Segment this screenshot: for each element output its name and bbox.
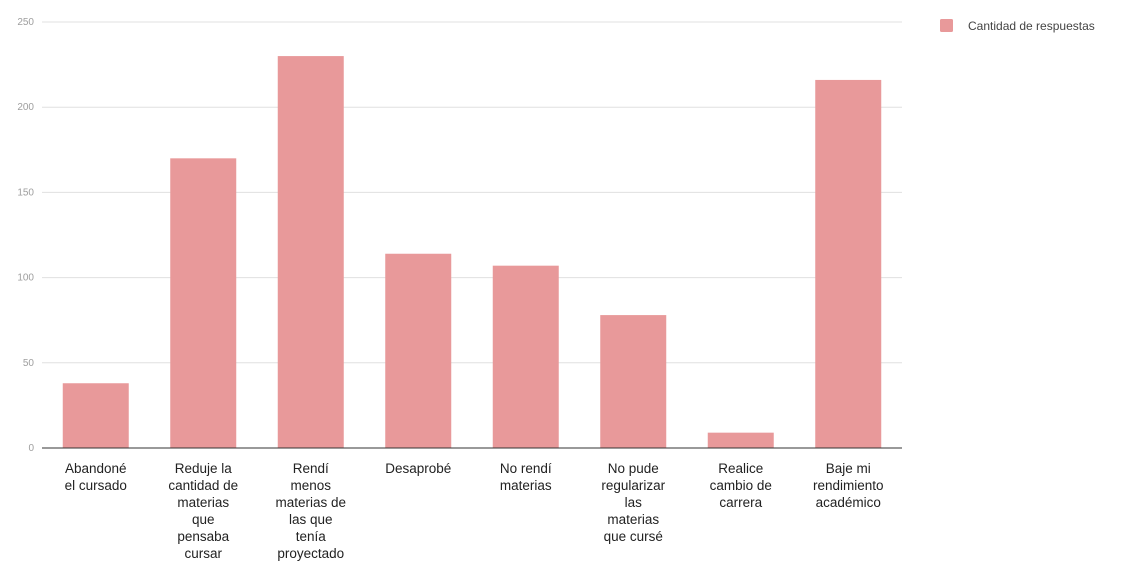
x-tick-label-line: que — [192, 512, 215, 527]
x-tick-label-line: materias — [177, 495, 229, 510]
x-tick-label-line: cursar — [184, 546, 222, 561]
x-tick-label: Desaprobé — [385, 461, 451, 476]
x-tick-label-line: Realice — [718, 461, 763, 476]
x-tick-label-line: Rendí — [293, 461, 329, 476]
bar — [277, 56, 344, 449]
x-tick-label: Reduje la cantidad de materias que pensaba cu… — [168, 461, 238, 561]
y-tick-label: 200 — [17, 102, 34, 113]
x-tick-label-line: las — [625, 495, 643, 510]
bar — [170, 158, 237, 448]
x-tick-label: Realice cambio de carrera — [710, 461, 772, 510]
x-tick-label-line: cambio de — [710, 478, 772, 493]
x-tick-label-line: menos — [290, 478, 331, 493]
y-axis-ticks: 0 50 100 150 200 250 — [17, 17, 34, 454]
x-tick-label-line: cantidad de — [168, 478, 238, 493]
x-tick-label-line: materias — [607, 512, 659, 527]
bar — [815, 79, 882, 448]
x-tick-label-line: académico — [816, 495, 881, 510]
legend-swatch — [940, 19, 953, 32]
x-tick-label-line: materias — [500, 478, 552, 493]
x-tick-label-line: las que — [289, 512, 333, 527]
x-tick-label-line: rendimiento — [813, 478, 884, 493]
legend: Cantidad de respuestas — [940, 19, 1095, 33]
x-tick-label-line: pensaba — [177, 529, 229, 544]
bar — [385, 253, 452, 448]
x-tick-label-line: carrera — [719, 495, 762, 510]
bar — [62, 383, 129, 448]
x-axis-labels: Abandoné el cursado Reduje la cantidad de ma… — [65, 461, 884, 561]
x-tick-label-line: proyectado — [277, 546, 344, 561]
x-tick-label-line: Baje mi — [826, 461, 871, 476]
x-tick-label-line: materias de — [275, 495, 346, 510]
x-tick-label: Abandoné el cursado — [65, 461, 127, 493]
y-tick-label: 50 — [23, 358, 35, 369]
x-tick-label-line: No rendí — [500, 461, 552, 476]
y-tick-label: 150 — [17, 187, 34, 198]
y-tick-label: 0 — [28, 443, 34, 454]
x-tick-label-line: Reduje la — [175, 461, 233, 476]
bar — [600, 315, 667, 448]
x-tick-label-line: Desaprobé — [385, 461, 451, 476]
x-tick-label-line: el cursado — [65, 478, 127, 493]
x-tick-label-line: tenía — [296, 529, 327, 544]
x-tick-label: Baje mi rendimiento académico — [813, 461, 884, 510]
x-tick-label-line: No pude — [608, 461, 659, 476]
legend-label: Cantidad de respuestas — [968, 19, 1095, 33]
bars — [62, 56, 882, 449]
y-tick-label: 100 — [17, 273, 34, 284]
y-tick-label: 250 — [17, 17, 34, 28]
bar — [707, 432, 774, 448]
x-tick-label: Rendí menos materias de las que tenía proyect… — [275, 461, 346, 561]
x-tick-label: No pude regularizar las materias que cursé — [601, 461, 665, 544]
bar — [492, 265, 559, 448]
x-tick-label-line: Abandoné — [65, 461, 127, 476]
x-tick-label-line: que cursé — [604, 529, 663, 544]
x-tick-label-line: regularizar — [601, 478, 665, 493]
x-tick-label: No rendí materias — [500, 461, 552, 493]
